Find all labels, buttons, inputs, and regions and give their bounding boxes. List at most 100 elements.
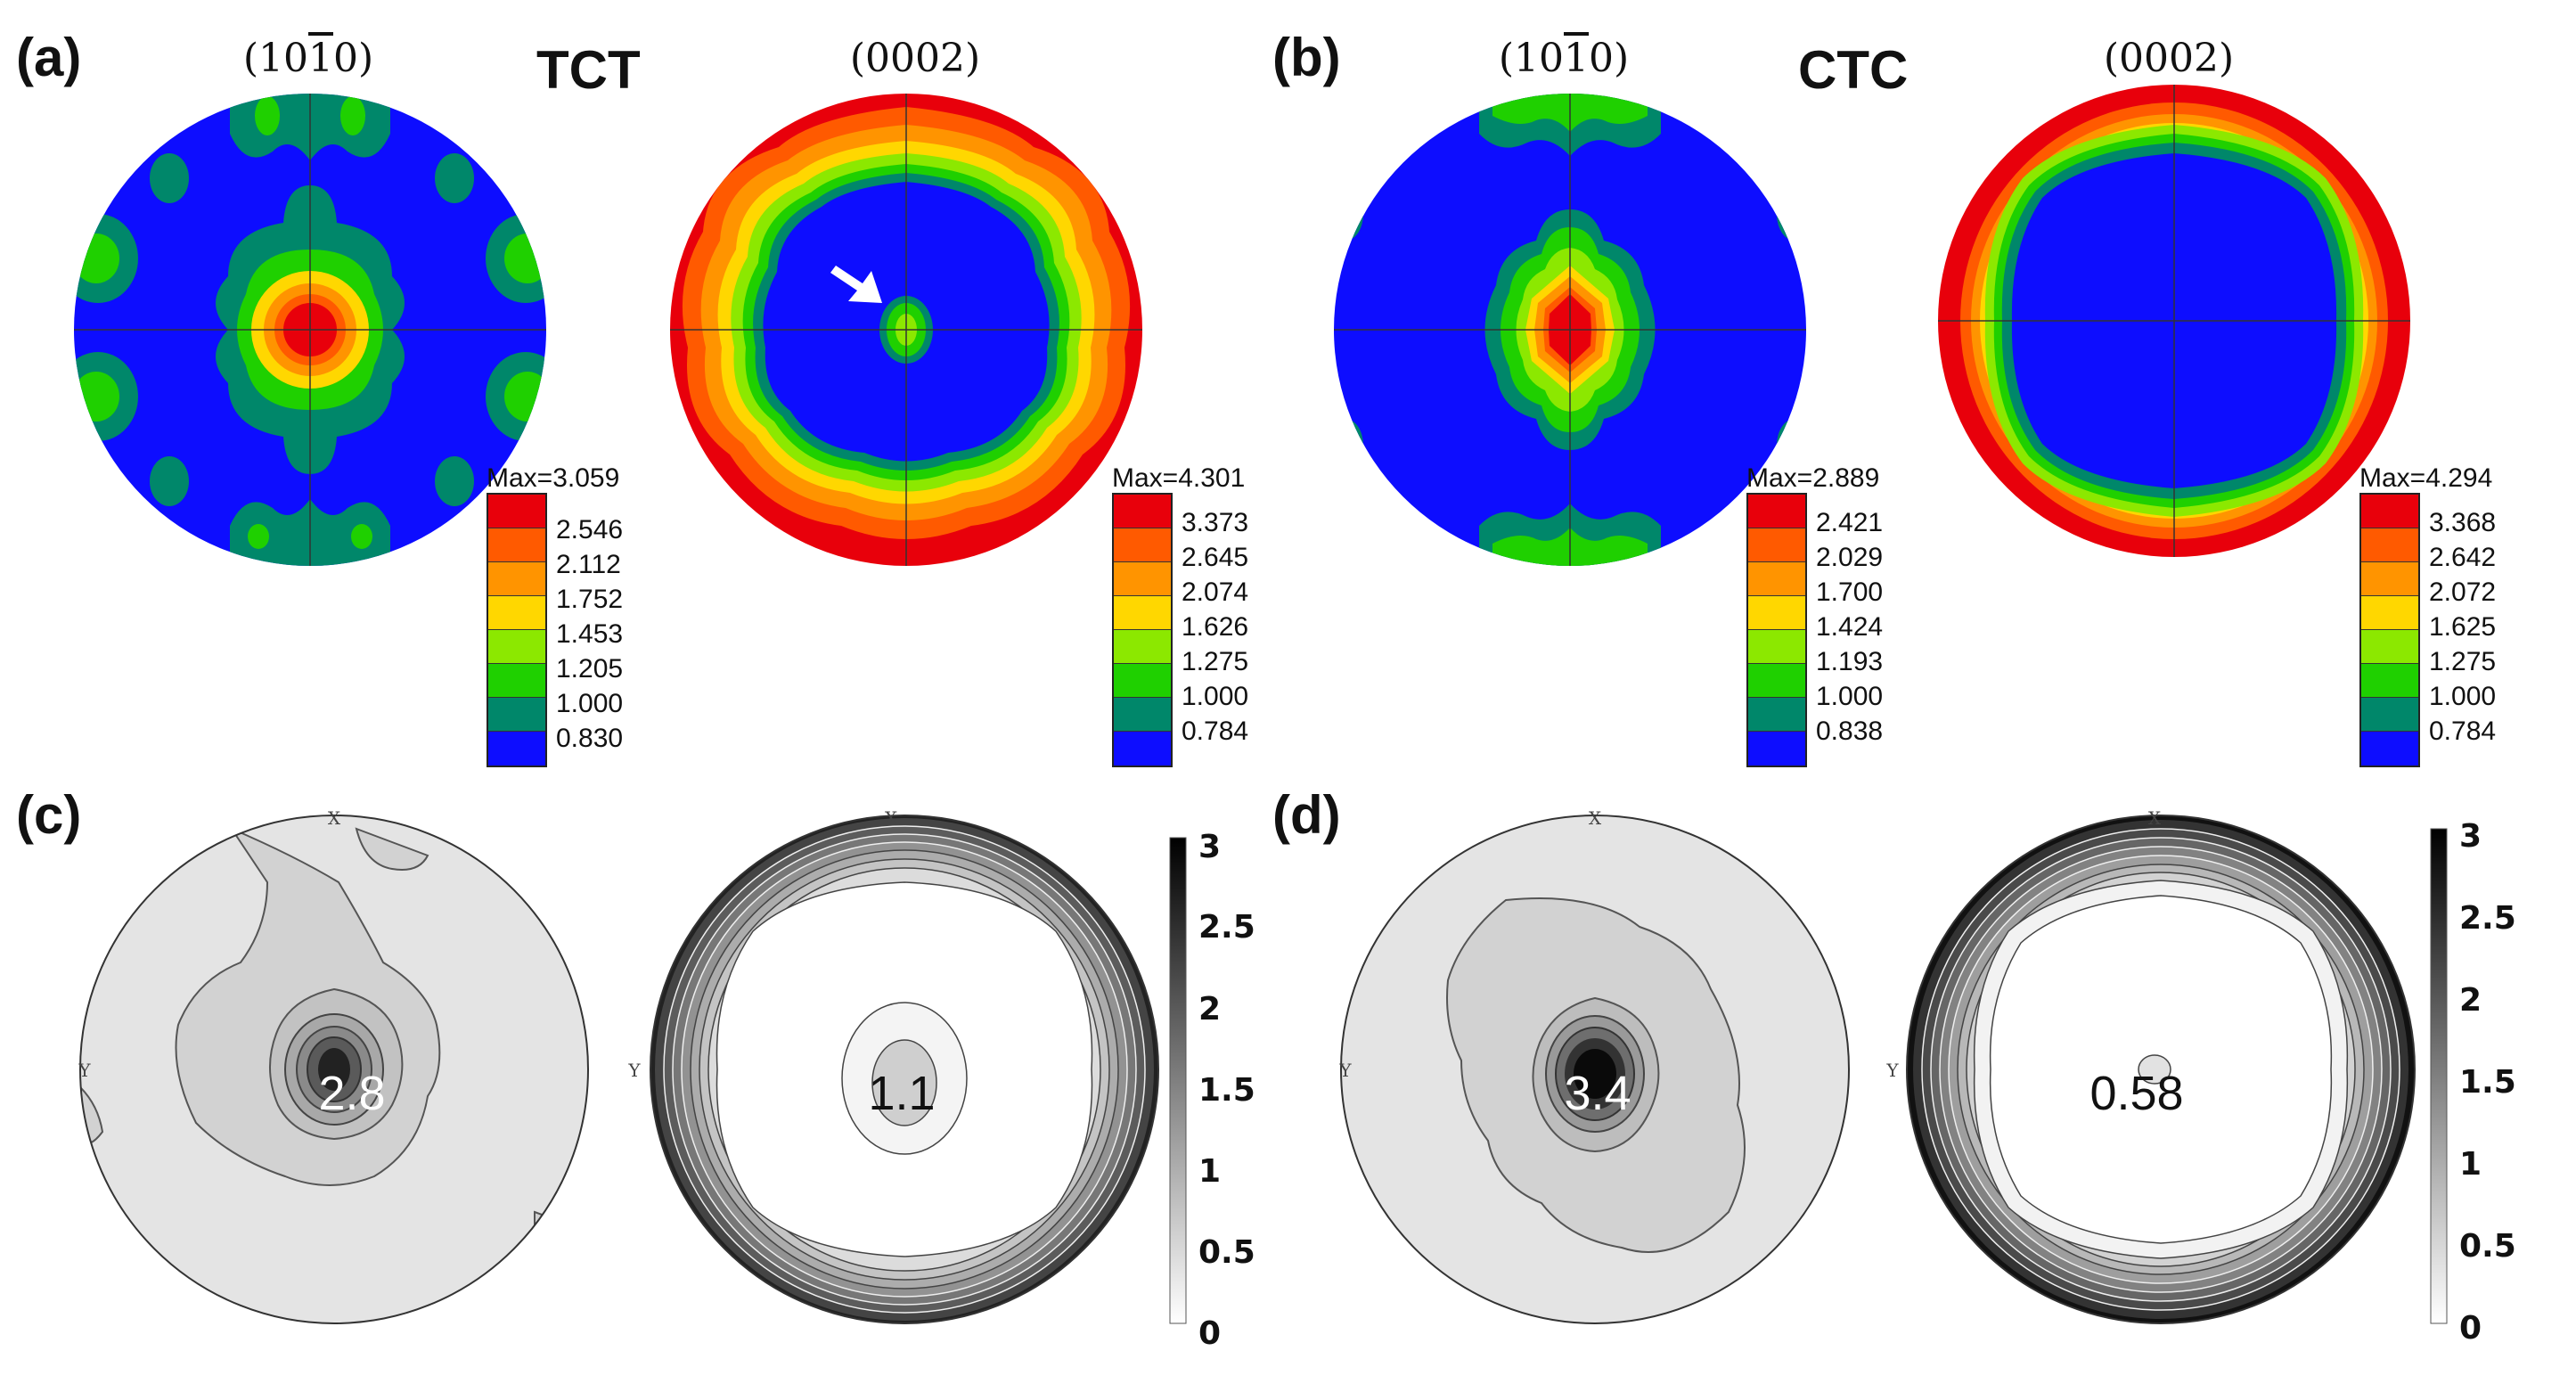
pf-a1-side-spot-2	[74, 372, 119, 422]
pf-a1-top-spot-l	[255, 96, 280, 135]
legend-swatch	[488, 732, 545, 766]
legend-b-right-level-4: 1.625	[2429, 612, 2497, 642]
plane-label-a-right: (0002)	[849, 36, 981, 81]
gray-tick-c-2.5: 2.5	[1198, 909, 1255, 946]
legend-swatch	[1114, 664, 1171, 698]
pf-a1-diag-blob-1	[435, 153, 474, 203]
plane-label-b-left: (1010)	[1498, 36, 1630, 81]
pole-figure-d-left: X Y 3.4	[1338, 807, 1850, 1324]
pole-figure-c-right: X Y 1.1	[627, 807, 1159, 1324]
legend-b-left-level-3: 1.700	[1816, 577, 1884, 607]
legend-b-left-swatches	[1746, 493, 1807, 767]
legend-swatch	[1114, 562, 1171, 596]
pf-d2-peak-value: 0.58	[2089, 1067, 2183, 1120]
legend-swatch	[2361, 698, 2418, 732]
legend-a-right-level-1: 3.373	[1182, 508, 1249, 537]
pf-a1-diag-blob-2	[150, 456, 189, 506]
legend-swatch	[488, 495, 545, 528]
legend-swatch	[1748, 495, 1805, 528]
mode-label-tct: TCT	[536, 40, 641, 100]
legend-b-left-level-1: 2.421	[1816, 508, 1884, 537]
panel-label-a: (a)	[16, 28, 82, 87]
pf-c1-peak-value: 2.8	[318, 1067, 385, 1120]
legend-b-left-level-4: 1.424	[1816, 612, 1884, 642]
legend-a-left-level-5: 1.205	[556, 654, 624, 684]
pf-c2-x-label: X	[885, 807, 898, 829]
gray-tick-d-0: 0	[2459, 1310, 2482, 1347]
pf-a1-side-spot-1	[74, 233, 119, 283]
legend-swatch	[488, 596, 545, 630]
legend-swatch	[1748, 562, 1805, 596]
pf-d2-x-label: X	[2148, 807, 2162, 829]
legend-b-right-level-6: 1.000	[2429, 682, 2497, 711]
legend-a-right-max: Max=4.301	[1112, 463, 1246, 493]
gray-tick-c-0.5: 0.5	[1198, 1234, 1255, 1271]
pf-b1-side-blob-1	[1334, 187, 1363, 241]
gray-tick-d-0.5: 0.5	[2459, 1228, 2516, 1265]
panel-label-b: (b)	[1272, 28, 1341, 87]
legend-b-right-swatches	[2359, 493, 2420, 767]
pf-c1-x-label: X	[328, 807, 341, 829]
legend-a-right-level-2: 2.645	[1182, 543, 1249, 572]
pf-c1-peak	[318, 1048, 350, 1091]
pole-figure-a-1010	[74, 94, 546, 566]
legend-a-right-level-3: 2.074	[1182, 577, 1249, 607]
legend-swatch	[2361, 495, 2418, 528]
pf-b1-side-blob-2	[1334, 419, 1363, 472]
gray-tick-d-1: 1	[2459, 1146, 2482, 1183]
legend-swatch	[488, 664, 545, 698]
legend-b-left-max: Max=2.889	[1746, 463, 1880, 493]
pf-c2-y-label: Y	[627, 1060, 641, 1081]
pf-d1-y-label: Y	[1338, 1060, 1352, 1081]
legend-b-left-level-5: 1.193	[1816, 647, 1884, 676]
plane-label-b-right: (0002)	[2103, 36, 2235, 81]
legend-swatch	[2361, 732, 2418, 766]
legend-a-left-swatches	[487, 493, 547, 767]
legend-b-right-level-5: 1.275	[2429, 647, 2497, 676]
pf-d1-x-label: X	[1589, 807, 1602, 829]
pf-c2-peak-value: 1.1	[868, 1067, 935, 1120]
pf-a1-bottom-spot-r	[351, 524, 372, 549]
legend-a-right-level-5: 1.275	[1182, 647, 1249, 676]
legend-swatch	[1748, 698, 1805, 732]
pf-c1-y-label: Y	[78, 1060, 91, 1081]
legend-b-left-level-6: 1.000	[1816, 682, 1884, 711]
gray-tick-d-2.5: 2.5	[2459, 900, 2516, 937]
legend-a-right-swatches	[1112, 493, 1173, 767]
pf-c1-edge-blob-3	[534, 1210, 581, 1260]
pf-c2-center-contour-2	[871, 1039, 937, 1126]
legend-swatch	[2361, 630, 2418, 664]
pf-d2-outline	[1906, 815, 2416, 1324]
legend-swatch	[1114, 698, 1171, 732]
gray-tick-c-3: 3	[1198, 829, 1222, 865]
legend-b-right-level-2: 2.642	[2429, 543, 2497, 572]
legend-swatch	[1748, 596, 1805, 630]
mode-label-ctc: CTC	[1798, 40, 1909, 100]
legend-b-left-level-7: 0.838	[1816, 716, 1884, 746]
pole-figure-d-right: X Y 0.58	[1885, 807, 2416, 1324]
legend-b-right-level-7: 0.784	[2429, 716, 2497, 746]
pf-a1-side-spot-4	[504, 372, 546, 422]
legend-b-right-max: Max=4.294	[2359, 463, 2493, 493]
legend-swatch	[488, 698, 545, 732]
legend-swatch	[1114, 630, 1171, 664]
legend-a-left-level-6: 1.000	[556, 689, 624, 718]
pf-d1-outline	[1340, 815, 1850, 1324]
pf-d2-center-contour	[2138, 1054, 2171, 1085]
panel-label-c: (c)	[16, 785, 82, 845]
gray-scale-bar-c	[1169, 837, 1187, 1324]
legend-swatch	[1748, 528, 1805, 562]
pf-a1-diag-blob-3	[435, 456, 474, 506]
pole-figure-c-left: X Y 2.8	[78, 807, 589, 1324]
legend-swatch	[488, 528, 545, 562]
gray-tick-d-2: 2	[2459, 982, 2482, 1019]
legend-swatch	[1114, 596, 1171, 630]
legend-swatch	[1114, 495, 1171, 528]
legend-a-left-level-2: 2.112	[556, 550, 621, 579]
pf-d2-y-label: Y	[1885, 1060, 1899, 1081]
gray-tick-c-2: 2	[1198, 991, 1222, 1028]
legend-a-left-level-1: 2.546	[556, 515, 624, 545]
gray-tick-d-1.5: 1.5	[2459, 1064, 2516, 1101]
legend-swatch	[1748, 732, 1805, 766]
